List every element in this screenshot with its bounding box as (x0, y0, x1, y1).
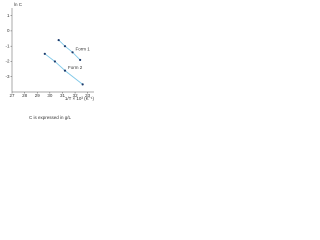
y-tick-label: -3 (5, 74, 9, 79)
data-point (57, 38, 60, 42)
caption: C is expressed in g/L (29, 115, 72, 120)
series-label: Form 2 (68, 65, 83, 70)
chart: ln C 1/T × 10³ (K⁻¹) C is expressed in g… (5, 2, 95, 120)
y-tick-label: -1 (5, 43, 9, 48)
y-tick-label: -2 (5, 59, 9, 64)
data-point (81, 83, 84, 86)
data-point (79, 58, 82, 62)
x-tick-label: 30 (47, 93, 53, 98)
data-point (63, 69, 67, 72)
x-tick-label: 29 (35, 93, 41, 98)
data-point (43, 52, 46, 55)
series-line (58, 39, 81, 61)
y-tick-label: 1 (7, 13, 10, 18)
x-tick-label: 31 (60, 93, 66, 98)
data-point (71, 51, 74, 54)
x-tick-label: 32 (73, 93, 79, 98)
series-label: Form 1 (76, 46, 91, 51)
x-tick-label: 28 (22, 93, 28, 98)
x-tick-label: 27 (9, 93, 15, 98)
x-axis-label: 1/T × 10³ (K⁻¹) (65, 96, 95, 101)
data-point (63, 45, 67, 48)
y-axis-label: ln C (14, 2, 23, 7)
series-line (44, 53, 83, 85)
y-tick-label: 0 (7, 28, 10, 33)
x-tick-label: 33 (85, 93, 91, 98)
data-point (53, 60, 56, 63)
